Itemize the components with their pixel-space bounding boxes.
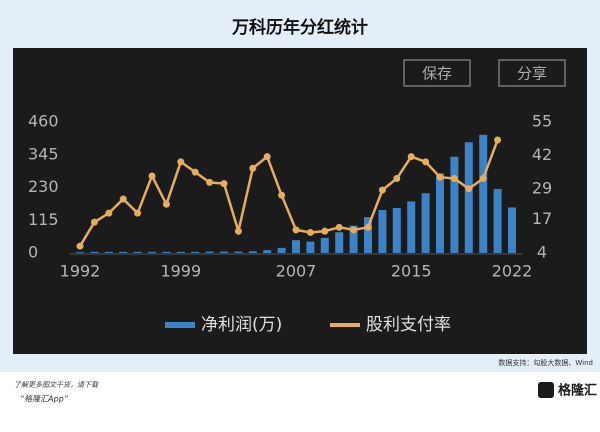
- logo-icon: [538, 382, 554, 398]
- line-point: [306, 228, 314, 236]
- chart-panel: [13, 48, 587, 354]
- line-point: [350, 226, 358, 234]
- bar: [364, 217, 372, 253]
- share-button[interactable]: [498, 59, 566, 87]
- bar: [392, 208, 401, 253]
- y-tick-label: 345: [28, 144, 59, 163]
- line-point: [119, 195, 127, 203]
- bar: [176, 251, 185, 253]
- x-tick-label: 1992: [60, 262, 101, 281]
- bar: [421, 193, 430, 253]
- bar: [407, 201, 416, 253]
- line-point: [378, 186, 386, 194]
- bar: [493, 188, 502, 253]
- bar: [320, 237, 329, 253]
- bar: [335, 232, 344, 253]
- line-point: [465, 185, 473, 193]
- bar: [119, 251, 128, 253]
- line: [78, 139, 499, 247]
- x-tick-label: 2022: [492, 262, 533, 281]
- y-tick-label: 115: [28, 210, 59, 229]
- legend-label: 净利润(万): [201, 315, 282, 335]
- line-point: [90, 218, 98, 226]
- line-point: [206, 178, 214, 186]
- line-point: [335, 223, 343, 231]
- bar: [104, 251, 113, 253]
- bar: [263, 250, 272, 253]
- y2-tick-label: 55: [532, 112, 552, 131]
- chart-title: 万科历年分红统计: [231, 17, 368, 38]
- y-tick-label: 230: [28, 177, 59, 196]
- bar: [436, 173, 444, 253]
- line-point: [479, 175, 487, 183]
- footer-app: “格隆汇App”: [20, 395, 69, 404]
- legend-swatch: [165, 322, 195, 328]
- y-tick-label: 460: [28, 112, 59, 131]
- line-point: [436, 173, 444, 181]
- y-tick-label: 0: [28, 243, 38, 262]
- bar: [277, 247, 286, 253]
- save-button-label[interactable]: 保存: [422, 65, 452, 83]
- bar: [378, 209, 387, 253]
- y2-tick-label: 42: [532, 145, 552, 164]
- bar: [205, 251, 214, 253]
- bar: [450, 156, 459, 253]
- footer-line: 了解更多图文干货，请下载: [14, 381, 99, 389]
- line-point: [191, 168, 199, 176]
- line-point: [364, 223, 372, 231]
- bar: [464, 142, 473, 253]
- save-button[interactable]: [403, 59, 471, 87]
- legend-label: 股利支付率: [366, 315, 451, 335]
- line-point: [407, 153, 415, 161]
- line-point: [134, 209, 142, 217]
- bar: [90, 251, 99, 253]
- share-button-label[interactable]: 分享: [517, 65, 547, 83]
- line-point: [422, 158, 430, 166]
- x-tick-label: 1999: [160, 262, 201, 281]
- bar: [292, 240, 300, 253]
- bar: [191, 251, 200, 253]
- line-point: [105, 209, 113, 217]
- y2-tick-label: 17: [532, 209, 552, 228]
- line-point: [148, 172, 156, 180]
- line-point: [292, 226, 300, 234]
- footer-background: [0, 372, 600, 428]
- bar: [220, 251, 228, 253]
- bar: [133, 251, 142, 253]
- line-point: [263, 153, 271, 161]
- bar: [162, 251, 171, 253]
- line-point: [321, 227, 329, 235]
- line-point: [234, 227, 242, 235]
- line-point: [76, 242, 84, 250]
- bar: [148, 251, 156, 253]
- line-point: [393, 175, 401, 183]
- y2-tick-label: 4: [537, 243, 547, 262]
- bar: [508, 207, 516, 253]
- bar: [248, 251, 257, 253]
- source: 数据支持：勾股大数据、Wind: [498, 358, 593, 367]
- line-point: [494, 136, 502, 144]
- x-tick-label: 2007: [276, 262, 317, 281]
- line-point: [450, 175, 458, 183]
- bar: [306, 241, 315, 253]
- line-point: [278, 191, 286, 199]
- x-tick-label: 2015: [391, 262, 432, 281]
- bar: [349, 225, 358, 253]
- line-point: [162, 200, 170, 208]
- line-point: [249, 164, 257, 172]
- bar: [76, 252, 84, 253]
- bar: [234, 251, 243, 253]
- line-point: [177, 158, 185, 166]
- bar: [479, 134, 488, 253]
- logo-text: 格隆汇: [558, 383, 597, 399]
- line-point: [220, 180, 228, 188]
- y2-tick-label: 29: [532, 178, 552, 197]
